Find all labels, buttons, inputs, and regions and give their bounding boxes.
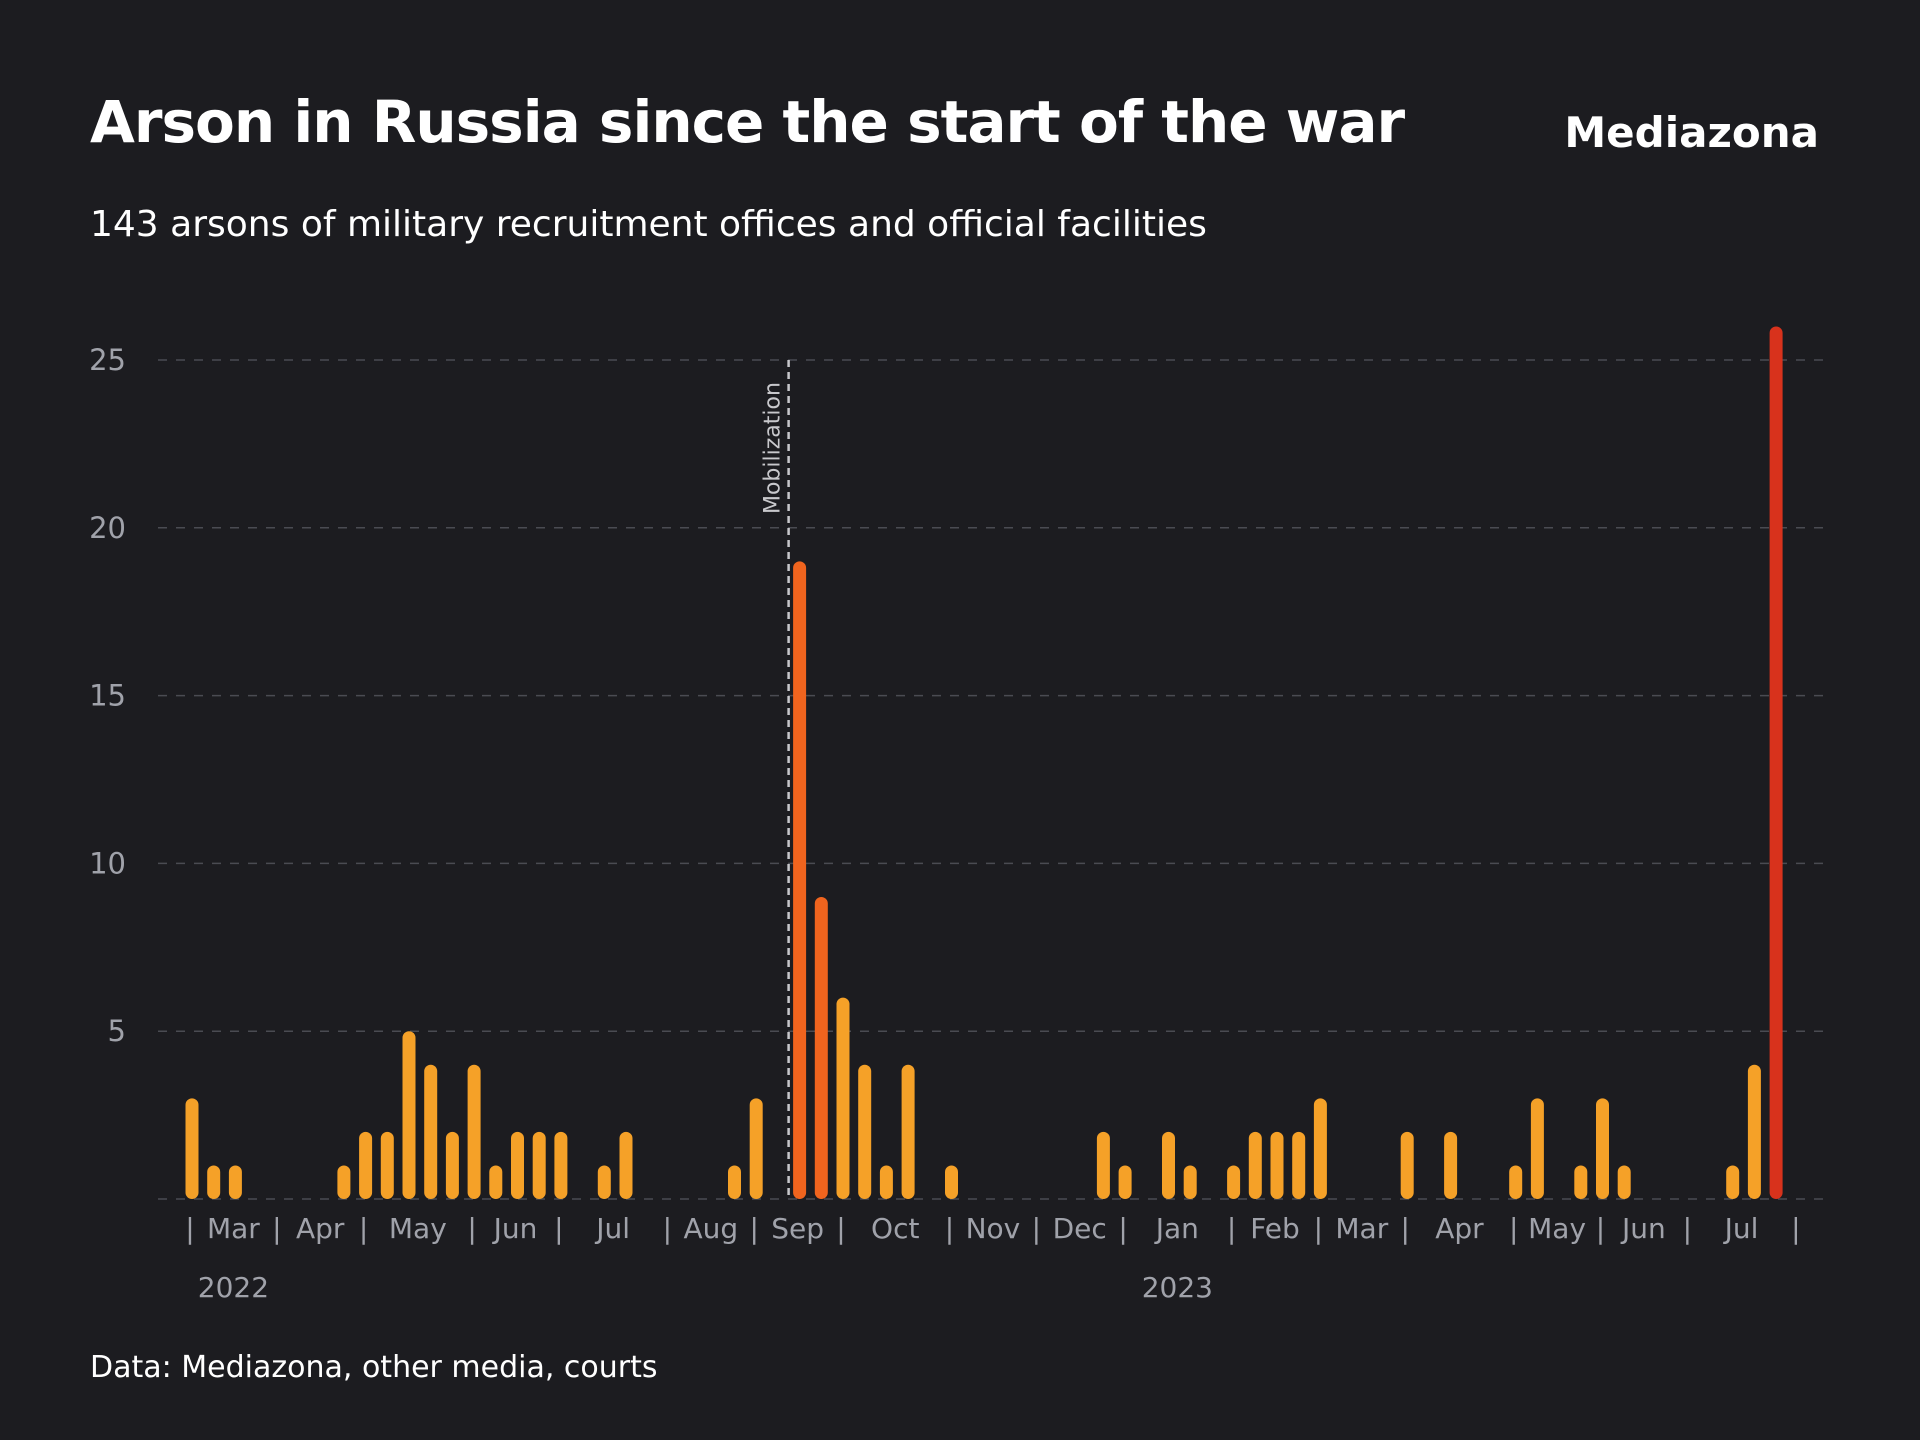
bar-week-7	[337, 1165, 351, 1199]
month-separator: |	[1400, 1212, 1409, 1245]
month-label: Mar	[1335, 1212, 1388, 1245]
chart-subtitle: 143 arsons of military recruitment offic…	[90, 204, 1207, 245]
month-label: Nov	[966, 1212, 1021, 1245]
month-label: Apr	[296, 1212, 345, 1245]
month-label: May	[1528, 1212, 1586, 1245]
y-tick-label: 25	[89, 343, 126, 377]
bar-week-10	[402, 1031, 416, 1199]
month-separator: |	[1509, 1212, 1518, 1245]
bar-week-52	[1313, 1098, 1327, 1199]
bar-week-17	[554, 1131, 568, 1199]
month-separator: |	[554, 1212, 563, 1245]
bar-week-32	[879, 1165, 893, 1199]
month-label: Dec	[1053, 1212, 1107, 1245]
month-label: Sep	[771, 1212, 824, 1245]
y-tick-label: 10	[89, 846, 126, 880]
month-label: Feb	[1250, 1212, 1300, 1245]
month-label: May	[389, 1212, 447, 1245]
bar-week-20	[619, 1131, 633, 1199]
month-separator: |	[185, 1212, 194, 1245]
month-separator: |	[1314, 1212, 1323, 1245]
bar-week-25	[728, 1165, 741, 1199]
bar-week-45	[1162, 1131, 1175, 1199]
month-label: Jul	[594, 1212, 630, 1245]
bar-week-1	[207, 1165, 221, 1199]
bar-week-0	[185, 1098, 199, 1199]
month-separator: |	[663, 1212, 672, 1245]
year-label: 2022	[198, 1271, 269, 1304]
month-label: Oct	[871, 1212, 919, 1245]
month-separator: |	[1118, 1212, 1127, 1245]
bar-week-12	[445, 1131, 459, 1199]
year-label: 2023	[1142, 1271, 1213, 1304]
month-separator: |	[467, 1212, 476, 1245]
y-tick-label: 20	[89, 511, 126, 545]
mobilization-label: Mobilization	[761, 382, 786, 514]
bar-week-71	[1726, 1165, 1740, 1199]
month-label: Aug	[683, 1212, 738, 1245]
bar-week-49	[1248, 1131, 1262, 1199]
bar-week-30	[836, 997, 850, 1199]
month-separator: |	[272, 1212, 281, 1245]
bar-week-46	[1183, 1165, 1197, 1199]
bar-week-43	[1118, 1165, 1132, 1199]
bar-week-19	[597, 1165, 611, 1199]
bar-week-14	[489, 1165, 503, 1199]
month-separator: |	[945, 1212, 954, 1245]
bar-week-61	[1509, 1165, 1523, 1199]
bar-week-2	[228, 1165, 242, 1199]
y-tick-label: 15	[89, 679, 126, 713]
bar-week-15	[511, 1131, 524, 1199]
month-separator: |	[1596, 1212, 1605, 1245]
month-separator: |	[359, 1212, 368, 1245]
month-label: Apr	[1435, 1212, 1484, 1245]
month-separator: |	[1227, 1212, 1236, 1245]
bar-week-62	[1530, 1098, 1544, 1199]
month-label: Jan	[1154, 1212, 1199, 1245]
month-label: Jun	[1620, 1212, 1666, 1245]
bar-week-56	[1400, 1131, 1414, 1199]
bar-week-9	[380, 1131, 394, 1199]
bar-week-11	[424, 1064, 438, 1199]
month-separator: |	[749, 1212, 758, 1245]
data-source-note: Data: Mediazona, other media, courts	[90, 1350, 658, 1385]
bar-week-65	[1596, 1098, 1609, 1199]
month-separator: |	[1683, 1212, 1692, 1245]
bar-week-66	[1617, 1165, 1631, 1199]
bar-week-50	[1270, 1131, 1284, 1199]
bar-week-28	[793, 561, 807, 1199]
bar-week-13	[467, 1064, 481, 1199]
bar-week-8	[359, 1131, 373, 1199]
month-separator: |	[836, 1212, 845, 1245]
bar-week-31	[858, 1064, 872, 1199]
month-label: Mar	[207, 1212, 260, 1245]
bar-week-33	[901, 1064, 915, 1199]
month-separator: |	[1032, 1212, 1041, 1245]
bar-week-42	[1096, 1131, 1110, 1199]
bar-week-16	[532, 1131, 546, 1199]
month-separator: |	[1791, 1212, 1800, 1245]
month-label: Jun	[492, 1212, 538, 1245]
bar-week-29	[814, 896, 828, 1199]
brand-logo: Mediazona	[1564, 108, 1819, 157]
y-tick-label: 5	[108, 1014, 126, 1048]
bar-week-72	[1747, 1064, 1761, 1199]
bar-week-73	[1769, 326, 1783, 1199]
month-label: Jul	[1723, 1212, 1759, 1245]
chart-title: Arson in Russia since the start of the w…	[90, 88, 1405, 156]
bar-week-26	[749, 1098, 763, 1199]
bar-week-64	[1574, 1165, 1588, 1199]
bar-week-58	[1444, 1131, 1458, 1199]
bar-week-35	[945, 1165, 958, 1199]
bar-week-48	[1227, 1165, 1241, 1199]
bar-week-51	[1292, 1131, 1306, 1199]
